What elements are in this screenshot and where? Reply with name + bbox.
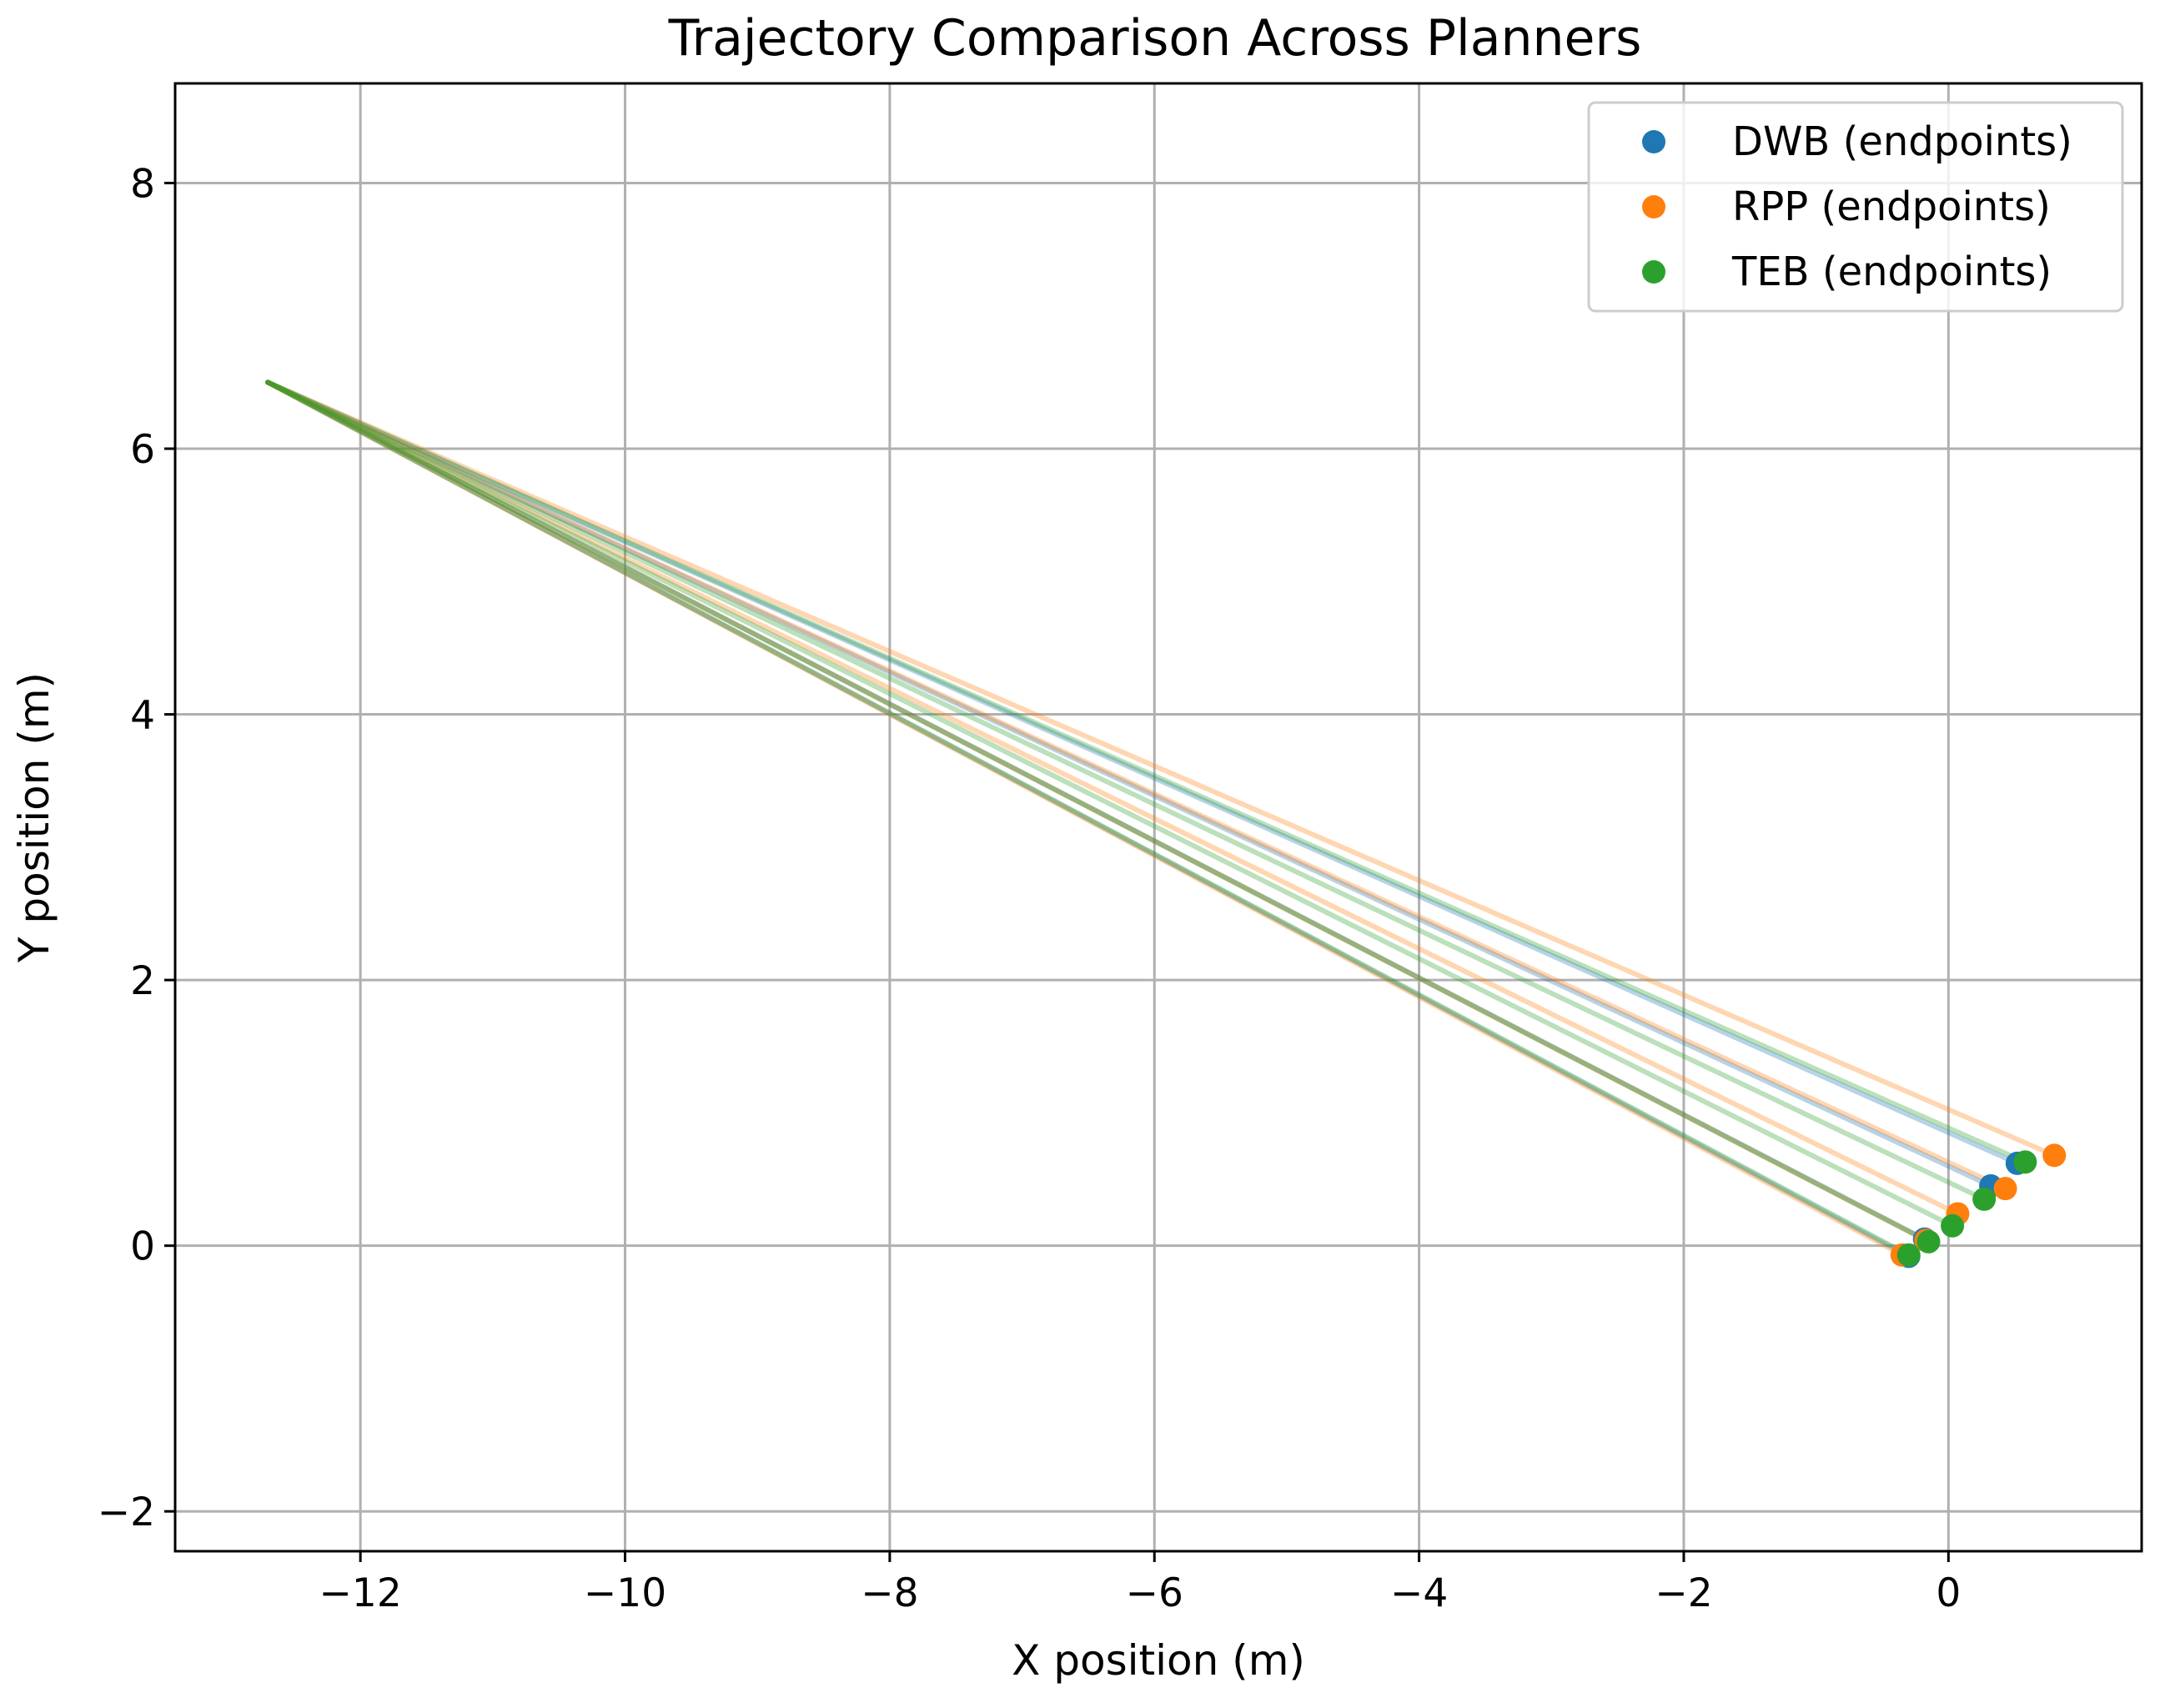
- x-tick-label: −10: [584, 1570, 666, 1616]
- legend-label-dwb: DWB (endpoints): [1732, 118, 2072, 165]
- trajectory-line-0: [265, 379, 1994, 1188]
- y-axis-label: Y position (m): [10, 672, 58, 963]
- trajectory-line-0: [265, 379, 2020, 1166]
- trajectory-line-1: [265, 379, 1961, 1217]
- grid: [175, 83, 2142, 1551]
- trajectory-line-1: [265, 379, 1905, 1258]
- legend-marker-rpp: [1642, 195, 1665, 219]
- legend: DWB (endpoints) RPP (endpoints) TEB (end…: [1587, 101, 2124, 313]
- trajectory-line-1: [265, 379, 2057, 1158]
- x-axis-label: X position (m): [1012, 1636, 1305, 1685]
- trajectory-line-0: [265, 379, 1927, 1242]
- y-tick-label: −2: [98, 1489, 155, 1535]
- trajectory-line-1: [265, 379, 1929, 1243]
- y-tick-label: 8: [130, 161, 155, 207]
- x-tick-label: −2: [1655, 1570, 1712, 1616]
- x-tick-label: −8: [861, 1570, 918, 1616]
- x-tick-label: 0: [1936, 1570, 1961, 1616]
- trajectory-line-2: [265, 379, 1956, 1228]
- y-tick-label: 0: [130, 1224, 155, 1270]
- trajectory-lines: [265, 379, 2057, 1259]
- chart-title: Trajectory Comparison Across Planners: [668, 9, 1642, 68]
- x-tick-label: −12: [319, 1570, 402, 1616]
- endpoint-marker-2: [1916, 1229, 1941, 1253]
- trajectory-line-2: [265, 379, 1931, 1244]
- endpoint-markers: [1890, 1143, 2067, 1268]
- endpoint-marker-2: [2013, 1150, 2037, 1174]
- endpoint-marker-2: [1941, 1213, 1965, 1238]
- y-tick-label: 6: [130, 427, 155, 473]
- y-tick-label: 4: [130, 693, 155, 739]
- axis-ticks: −12 −10 −8 −6 −4 −2 0 −2 0 2 4 6 8: [98, 161, 1962, 1616]
- trajectory-line-0: [265, 379, 1911, 1259]
- trajectory-line-2: [265, 379, 2028, 1165]
- trajectory-line-2: [265, 379, 1987, 1202]
- legend-label-teb: TEB (endpoints): [1731, 249, 2052, 295]
- x-tick-label: −6: [1126, 1570, 1183, 1616]
- plot-frame: [173, 82, 2143, 1553]
- endpoint-marker-2: [1972, 1187, 1997, 1211]
- endpoint-marker-2: [1896, 1243, 1921, 1267]
- y-tick-label: 2: [130, 958, 155, 1004]
- legend-box: [1587, 101, 2124, 313]
- trajectory-line-1: [265, 379, 2008, 1192]
- trajectory-line-2: [265, 379, 1911, 1258]
- endpoint-marker-1: [1993, 1177, 2017, 1201]
- endpoint-marker-1: [2042, 1143, 2067, 1168]
- x-tick-label: −4: [1390, 1570, 1448, 1616]
- legend-marker-dwb: [1642, 130, 1665, 153]
- legend-label-rpp: RPP (endpoints): [1732, 183, 2051, 230]
- legend-marker-teb: [1642, 260, 1665, 284]
